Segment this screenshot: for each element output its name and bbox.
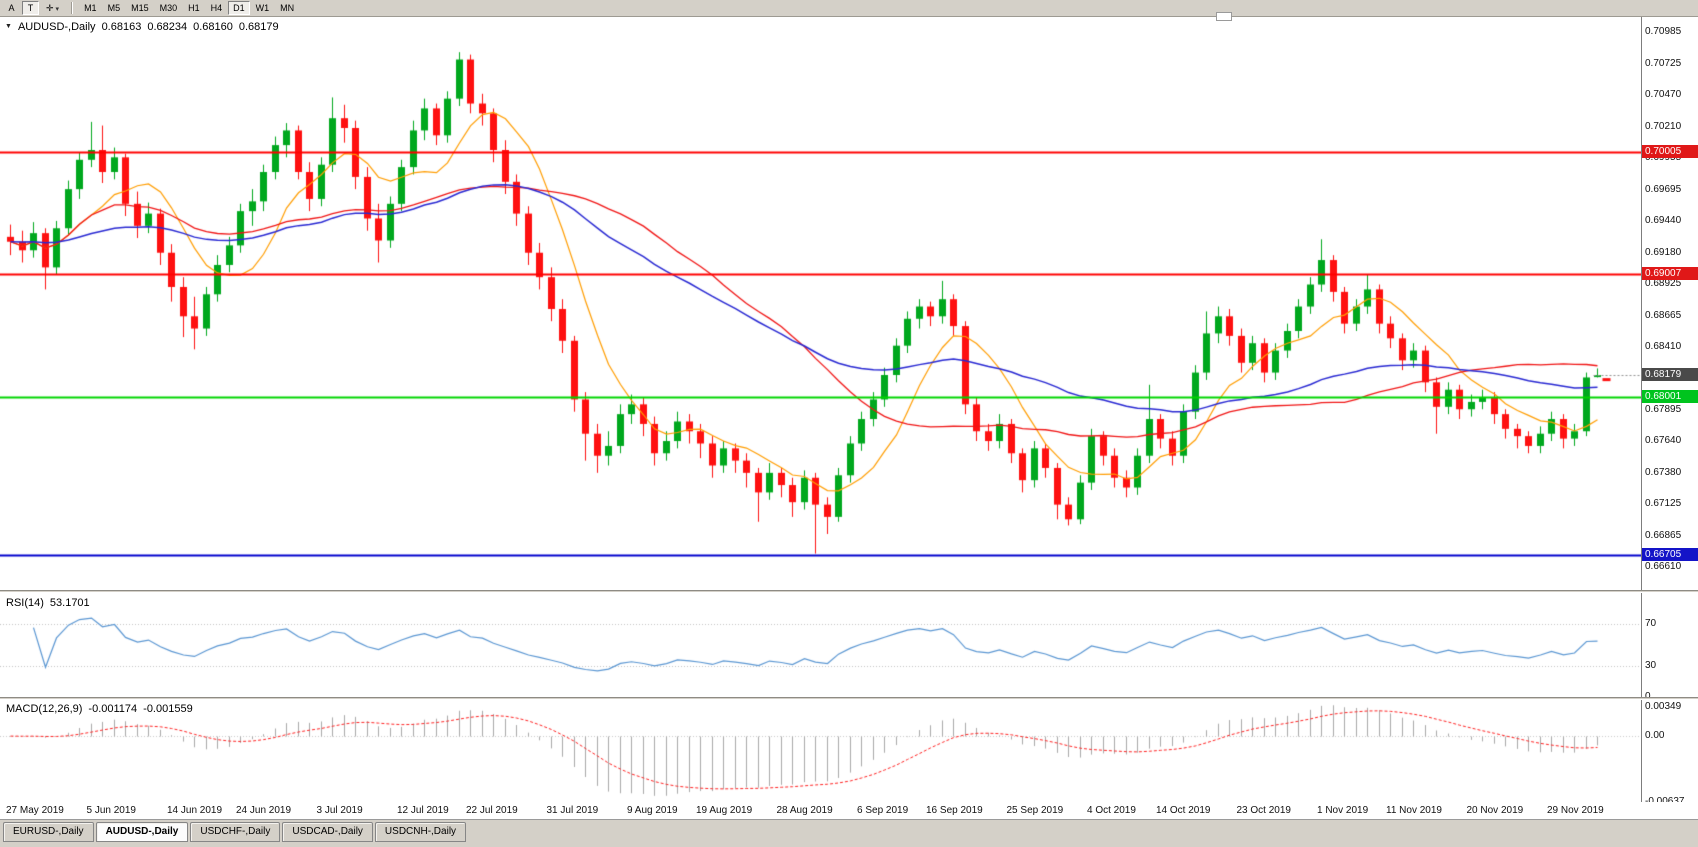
price-axis-label: 0.69180 [1645, 246, 1682, 258]
macd-panel-canvas[interactable] [0, 700, 1641, 802]
text-tool-button[interactable]: T [22, 1, 39, 15]
price-axis-label: 0.70210 [1645, 120, 1682, 132]
chart-shift-marker[interactable] [1216, 12, 1232, 21]
date-label: 12 Jul 2019 [397, 805, 449, 816]
rsi-name: RSI(14) [6, 597, 44, 609]
chart-tab-usdcad[interactable]: USDCAD-,Daily [282, 822, 373, 842]
date-label: 22 Jul 2019 [466, 805, 518, 816]
panel-divider[interactable] [0, 590, 1698, 593]
ohlc-close: 0.68179 [238, 21, 279, 33]
chart-tabs-bar: EURUSD-,Daily AUDUSD-,Daily USDCHF-,Daily U… [0, 819, 1698, 847]
price-axis-label: 0.70985 [1645, 26, 1682, 37]
dropdown-arrow-icon: ▾ [55, 6, 60, 13]
price-axis-label: 0.69695 [1645, 183, 1682, 195]
price-badge-current: 0.68179 [1642, 368, 1698, 382]
price-axis-label: 0.70725 [1645, 57, 1682, 69]
ohlc-high: 0.68234 [147, 21, 188, 33]
date-label: 14 Jun 2019 [167, 805, 223, 816]
timeframe-button-m15[interactable]: M15 [131, 3, 149, 13]
price-badge-support-lower: 0.66705 [1642, 548, 1698, 562]
date-label: 11 Nov 2019 [1386, 805, 1442, 816]
date-label: 14 Oct 2019 [1156, 805, 1211, 816]
main-chart-canvas[interactable] [0, 17, 1641, 590]
price-axis-label: 0.67640 [1645, 435, 1682, 447]
date-label: 19 Aug 2019 [696, 805, 753, 816]
toolbar-separator [71, 2, 73, 14]
timeframe-button-m30[interactable]: M30 [159, 3, 178, 13]
chart-tab-usdcnh[interactable]: USDCNH-,Daily [374, 822, 467, 842]
price-axis-label: 0.67380 [1645, 466, 1682, 478]
chart-tab-usdchf[interactable]: USDCHF-,Daily [190, 822, 281, 842]
price-badge-support: 0.68001 [1642, 389, 1698, 403]
date-label: 3 Jul 2019 [316, 805, 363, 816]
timeframe-button-m1[interactable]: M1 [84, 3, 97, 13]
cursor-tool-button[interactable]: ✛ ▾ [41, 1, 64, 15]
date-label: 4 Oct 2019 [1087, 805, 1136, 816]
price-axis-label: 0.66610 [1645, 561, 1682, 572]
macd-signal-value: -0.001559 [143, 703, 193, 715]
price-axis-label: 0.68925 [1645, 277, 1682, 289]
macd-axis-label: 0.00349 [1645, 701, 1682, 712]
toolbar: A T ✛ ▾ M1 M5 M15 M30 H1 H4 D1 W1 MN [0, 0, 1698, 17]
date-axis[interactable]: 27 May 2019 5 Jun 2019 14 Jun 2019 24 Jun 2… [0, 802, 1698, 819]
rsi-axis-label: 70 [1645, 618, 1657, 630]
timeframe-button-w1[interactable]: W1 [255, 3, 270, 13]
timeframe-button-h1[interactable]: H1 [188, 3, 200, 13]
macd-axis-label: -0.00637 [1645, 796, 1684, 808]
price-axis[interactable]: 0.709850.707250.704700.702100.699550.696… [1641, 17, 1698, 807]
timeframe-button-m5[interactable]: M5 [107, 3, 121, 13]
chart-menu-icon: ▼ [5, 23, 12, 30]
timeframe-button-mn[interactable]: MN [280, 3, 295, 13]
price-badge-resistance-upper: 0.70005 [1642, 144, 1698, 158]
rsi-indicator-label: RSI(14) 53.1701 [6, 597, 96, 609]
price-axis-label: 0.68410 [1645, 340, 1682, 352]
rsi-panel-canvas[interactable] [0, 593, 1641, 697]
ohlc-open: 0.68163 [101, 21, 142, 33]
timeframe-group: M1 M5 M15 M30 H1 H4 D1 W1 MN [79, 1, 299, 15]
price-axis-label: 0.67125 [1645, 498, 1682, 510]
rsi-value: 53.1701 [49, 597, 90, 609]
chart-tab-eurusd[interactable]: EURUSD-,Daily [3, 822, 94, 842]
price-axis-label: 0.68665 [1645, 309, 1682, 321]
macd-name: MACD(12,26,9) [6, 703, 83, 715]
price-axis-label: 0.69440 [1645, 214, 1682, 226]
macd-indicator-label: MACD(12,26,9) -0.001174 -0.001559 [6, 703, 199, 715]
date-label: 27 May 2019 [6, 805, 64, 816]
macd-main-value: -0.001174 [88, 703, 138, 715]
chart-tab-audusd[interactable]: AUDUSD-,Daily [95, 822, 189, 842]
date-label: 25 Sep 2019 [1006, 805, 1064, 816]
date-label: 1 Nov 2019 [1317, 805, 1369, 816]
timeframe-button-d1[interactable]: D1 [228, 1, 250, 15]
date-label: 31 Jul 2019 [546, 805, 599, 816]
crosshair-icon: ✛ [46, 3, 54, 13]
arrow-tool-button[interactable]: A [8, 3, 15, 13]
macd-axis-label: 0.00 [1645, 730, 1665, 742]
date-label: 20 Nov 2019 [1466, 805, 1524, 816]
date-label: 23 Oct 2019 [1236, 805, 1291, 816]
date-label: 9 Aug 2019 [627, 805, 678, 816]
chart-title: ▼ AUDUSD-,Daily 0.68163 0.68234 0.68160 0.681… [5, 21, 285, 33]
date-label: 5 Jun 2019 [86, 805, 137, 816]
price-badge-resistance-lower: 0.69007 [1642, 266, 1698, 280]
price-axis-label: 0.67895 [1645, 403, 1682, 415]
panel-divider[interactable] [0, 697, 1698, 700]
date-label: 28 Aug 2019 [776, 805, 833, 816]
rsi-axis-label: 0 [1645, 691, 1651, 703]
date-label: 29 Nov 2019 [1547, 805, 1604, 816]
price-axis-label: 0.70470 [1645, 88, 1682, 100]
date-label: 16 Sep 2019 [926, 805, 983, 816]
rsi-axis-label: 30 [1645, 659, 1657, 671]
chart-symbol-label: AUDUSD-,Daily [17, 21, 96, 33]
ohlc-low: 0.68160 [193, 21, 233, 33]
price-axis-label: 0.66865 [1645, 529, 1682, 541]
date-label: 6 Sep 2019 [857, 805, 909, 816]
date-label: 24 Jun 2019 [236, 805, 292, 816]
timeframe-button-h4[interactable]: H4 [210, 3, 223, 13]
